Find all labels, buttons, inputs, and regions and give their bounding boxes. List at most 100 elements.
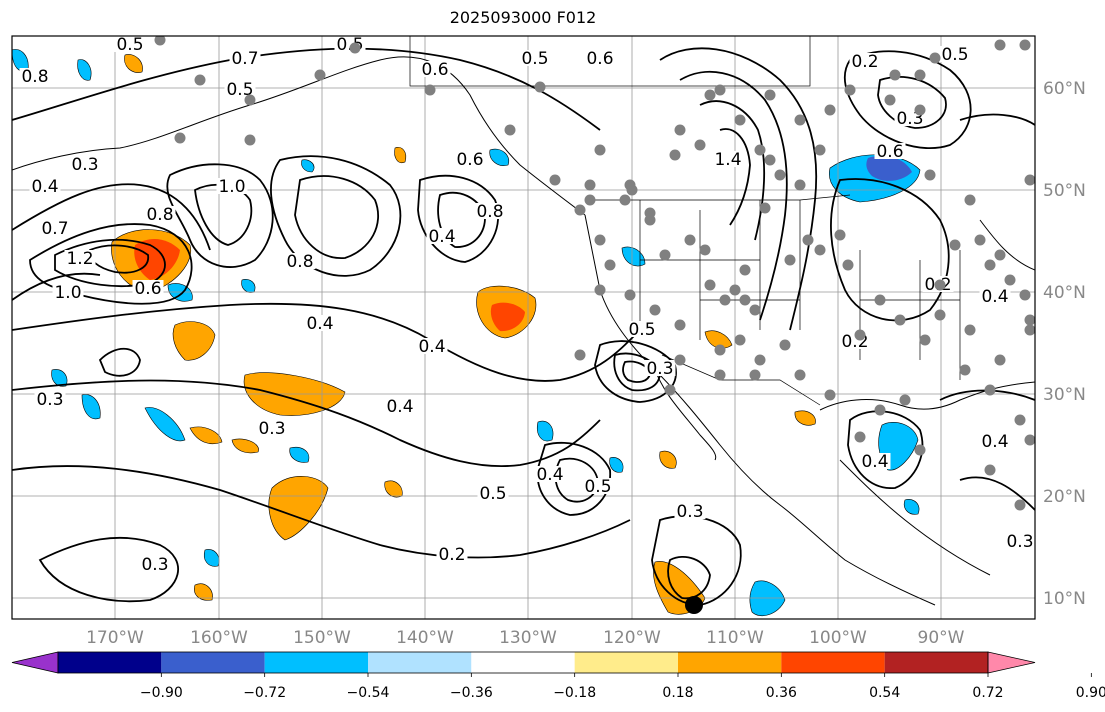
station-marker (594, 144, 606, 156)
station-marker (764, 154, 776, 166)
colorbar-segment (264, 652, 368, 673)
contour-line (679, 70, 788, 321)
x-axis-ticks: 170°W 160°W 150°W 140°W 130°W 120°W 110°W 100°W… (86, 628, 965, 648)
station-marker (684, 234, 696, 246)
contour-label-bg (19, 68, 51, 84)
contour-label-bg (582, 478, 614, 494)
contour-line (270, 155, 402, 277)
anomaly-warm (394, 147, 407, 163)
contour-label: 1.2 (66, 249, 93, 269)
contour-label: 0.5 (226, 80, 253, 100)
colorbar-tick-label: 0.72 (972, 685, 1003, 701)
coastline-baja (654, 369, 717, 461)
contour-line (613, 352, 661, 392)
station-marker (734, 334, 746, 346)
station-marker (694, 139, 706, 151)
contour-label: 0.3 (141, 555, 168, 575)
state-borders (409, 36, 961, 406)
colorbar-tick-label: 0.90 (1076, 685, 1105, 701)
contour-label: 0.3 (1006, 532, 1033, 552)
anomaly-warm (659, 450, 677, 469)
station-marker (699, 244, 711, 256)
station-marker (624, 289, 636, 301)
station-marker (899, 394, 911, 406)
coastline-alaska (12, 56, 586, 216)
station-marker (759, 202, 771, 214)
contour-label-bg (644, 360, 676, 376)
station-marker (1004, 274, 1016, 286)
map-frame (11, 35, 1036, 620)
contour-line (12, 47, 601, 131)
contour-label: 0.6 (456, 150, 483, 170)
coastline-central-america (839, 459, 991, 576)
contour-label: 0.4 (306, 314, 333, 334)
station-marker (984, 259, 996, 271)
coastline-east (979, 219, 1035, 271)
contour-label-bg (534, 466, 566, 482)
contour-line (959, 113, 1035, 126)
anomaly-cool (51, 369, 68, 387)
station-marker (719, 294, 731, 306)
station-marker (994, 249, 1006, 261)
contour-label-bg (69, 156, 101, 172)
station-marker (1024, 434, 1035, 446)
contour-label-bg (224, 81, 256, 97)
lat-lon-grid (12, 36, 1035, 619)
y-tick-label: 60°N (1043, 79, 1086, 99)
station-marker (934, 279, 946, 291)
anomaly-warm (268, 476, 329, 541)
colorbar-tick-label: −0.90 (140, 685, 183, 701)
map-title: 2025093000 F012 (449, 8, 597, 27)
station-marker (1019, 39, 1031, 51)
contour-label-bg (626, 321, 658, 337)
contour-label-bg (454, 151, 486, 167)
contour-label: 0.7 (231, 49, 258, 69)
contour-line (843, 50, 972, 149)
contour-label: 0.6 (586, 49, 613, 69)
colorbar-segment (471, 652, 575, 673)
station-marker (594, 284, 606, 296)
station-marker (669, 149, 681, 161)
contour-label: 0.2 (851, 52, 878, 72)
contour-label: 0.6 (421, 60, 448, 80)
station-marker (779, 339, 791, 351)
anomaly-cool (621, 246, 646, 267)
contour-label-bg (979, 288, 1011, 304)
contour-label-bg (477, 485, 509, 501)
contour-label: 0.4 (536, 465, 563, 485)
station-marker (504, 124, 516, 136)
colorbar-tick-label: −0.36 (450, 685, 493, 701)
station-marker (994, 39, 1006, 51)
contour-line (847, 410, 924, 489)
contour-line (719, 128, 751, 226)
station-marker (624, 179, 636, 191)
contour-label: 0.4 (981, 432, 1008, 452)
contour-line (959, 476, 1035, 511)
contour-label-bg (304, 315, 336, 331)
contour-line (294, 175, 380, 259)
station-marker (704, 279, 716, 291)
contour-line (12, 465, 631, 559)
station-marker (924, 169, 936, 181)
station-marker (244, 94, 256, 106)
colorbar-ticks: −0.90 −0.72 −0.54 −0.36 −0.18 0.18 0.36 0.54 0.7… (140, 673, 1105, 701)
station-marker (674, 354, 686, 366)
contour-label-bg (29, 178, 61, 194)
station-marker (549, 174, 561, 186)
contour-label-bg (712, 151, 744, 167)
station-marker (754, 144, 766, 156)
colorbar-extend-min (11, 651, 59, 674)
anomaly-cool (77, 59, 92, 81)
colorbar-tick-label: 0.54 (869, 685, 900, 701)
y-tick-label: 40°N (1043, 283, 1086, 303)
colorbar-outline (57, 651, 989, 674)
contour-label-bg (384, 398, 416, 414)
contour-label: 0.5 (479, 484, 506, 504)
station-marker (814, 144, 826, 156)
y-tick-label: 10°N (1043, 589, 1086, 609)
anomaly-warm (794, 410, 816, 426)
anomaly-cool (81, 394, 101, 420)
station-marker (174, 132, 186, 144)
y-tick-label: 30°N (1043, 385, 1086, 405)
